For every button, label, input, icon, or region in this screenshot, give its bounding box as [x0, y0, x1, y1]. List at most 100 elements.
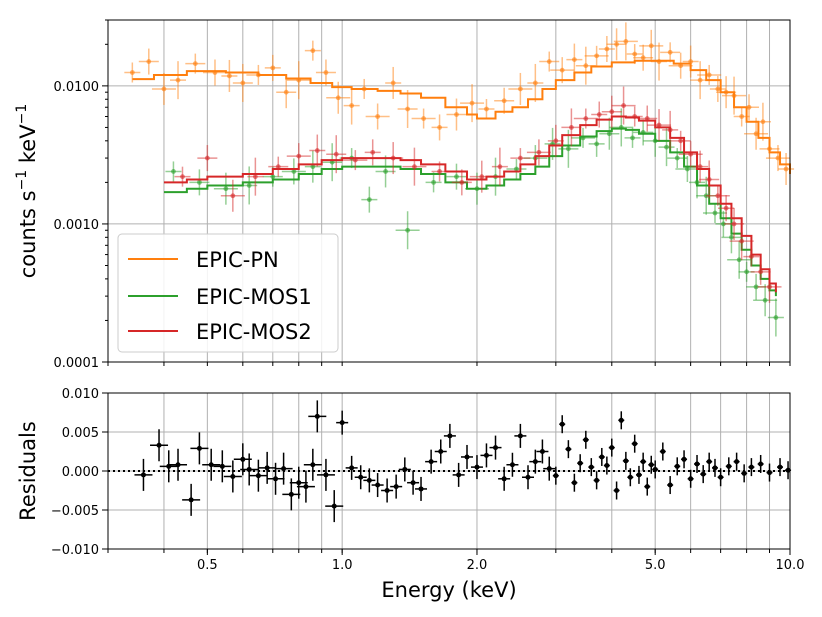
data-point-pn	[760, 119, 766, 125]
data-point-mos1	[405, 227, 411, 233]
data-point-mos1	[744, 269, 750, 275]
data-point-mos1	[684, 166, 690, 172]
residual-point	[571, 480, 577, 486]
data-point-mos2	[230, 193, 236, 199]
residual-point	[694, 461, 700, 467]
data-point-pn	[614, 41, 619, 47]
data-point-pn	[421, 116, 427, 121]
residual-point	[339, 420, 345, 426]
data-point-mos2	[180, 174, 185, 180]
x-tick-label: 0.5	[197, 558, 218, 573]
model-line-pn	[132, 59, 791, 174]
residual-point	[208, 462, 214, 468]
data-point-mos2	[723, 205, 729, 211]
data-point-mos2	[275, 164, 281, 170]
data-point-mos2	[412, 164, 417, 170]
residuals-panel: −0.010 −0.005 0.000 0.005 0.010 0.5 1.0 2.0 5.0…	[16, 387, 804, 602]
data-point-mos1	[753, 284, 759, 290]
data-point-pn	[375, 114, 381, 119]
residual-point	[748, 464, 754, 470]
residual-point	[188, 497, 194, 503]
residual-point	[546, 466, 552, 472]
data-point-mos2	[678, 138, 684, 144]
data-point-mos1	[291, 169, 297, 174]
residual-point	[384, 488, 390, 493]
residual-point	[577, 460, 583, 466]
data-point-mos2	[609, 109, 615, 115]
legend-label-mos2: EPIC-MOS2	[196, 320, 312, 344]
data-point-mos2	[204, 155, 210, 161]
residual-point	[700, 471, 706, 477]
data-point-pn	[706, 72, 712, 78]
residual-point	[375, 482, 381, 488]
residual-point	[230, 473, 236, 479]
data-point-pn	[270, 65, 276, 71]
x-tick-label: 5.0	[645, 558, 666, 573]
residual-point	[323, 472, 329, 478]
data-point-mos2	[758, 269, 764, 275]
residuals-y-tick-label: −0.005	[51, 504, 99, 519]
data-point-pn	[746, 104, 752, 110]
data-point-pn	[283, 89, 289, 95]
data-point-pn	[192, 61, 198, 66]
x-tick-label: 10.0	[776, 558, 805, 573]
residual-point	[785, 467, 791, 473]
residual-point	[681, 456, 687, 462]
model-line-mos1	[163, 127, 777, 297]
data-point-mos1	[664, 144, 669, 150]
data-point-pn	[559, 67, 565, 73]
data-point-mos1	[431, 179, 436, 185]
residual-point	[402, 466, 408, 472]
data-point-pn	[226, 73, 232, 79]
spectrum-marks	[124, 22, 795, 337]
residual-point	[532, 459, 538, 465]
residual-point	[246, 466, 252, 472]
data-point-mos1	[606, 131, 612, 137]
residuals-y-tick-label: 0.010	[62, 387, 99, 402]
data-point-mos1	[720, 221, 726, 227]
data-point-pn	[753, 131, 759, 137]
data-point-mos1	[383, 169, 388, 174]
data-point-pn	[175, 77, 181, 83]
residuals-y-tick-label: −0.010	[51, 543, 99, 558]
data-point-pn	[469, 100, 475, 106]
residual-point	[618, 417, 624, 423]
residual-point	[393, 484, 399, 490]
residual-point	[660, 449, 666, 454]
residual-point	[358, 474, 364, 480]
residual-point	[627, 474, 633, 480]
data-point-mos2	[731, 221, 737, 227]
residual-point	[712, 465, 718, 471]
spectrum-y-axis-label: counts s−1 keV−1	[14, 104, 40, 278]
spectrum-panel: 0.0001 0.0010 0.0100 counts s−1 keV−1 EPIC…	[14, 19, 795, 371]
data-point-pn	[517, 86, 523, 92]
residual-point	[525, 474, 531, 480]
residual-point	[623, 458, 629, 464]
spectrum-frame	[107, 19, 791, 363]
data-point-mos2	[621, 103, 626, 108]
residual-point	[296, 480, 302, 486]
residual-point	[410, 480, 416, 486]
residual-point	[734, 459, 740, 465]
data-point-pn	[390, 80, 396, 86]
residual-point	[438, 449, 444, 454]
residual-point	[644, 484, 650, 490]
data-point-pn	[715, 86, 721, 92]
data-point-mos1	[565, 146, 571, 152]
data-point-mos2	[314, 148, 320, 153]
residuals-marks	[134, 400, 792, 523]
data-point-mos1	[197, 179, 202, 185]
residual-point	[349, 465, 355, 471]
data-point-pn	[623, 38, 629, 44]
data-point-mos1	[454, 174, 459, 180]
data-point-mos2	[656, 122, 662, 128]
residual-point	[175, 462, 181, 468]
residual-point	[281, 466, 287, 472]
residual-point	[588, 464, 594, 470]
residuals-y-ticks: −0.010 −0.005 0.000 0.005 0.010	[51, 387, 108, 558]
data-point-pn	[310, 48, 316, 54]
residual-point	[674, 463, 680, 469]
data-point-mos2	[370, 149, 376, 155]
data-point-pn	[335, 95, 341, 101]
data-point-mos2	[569, 125, 574, 130]
